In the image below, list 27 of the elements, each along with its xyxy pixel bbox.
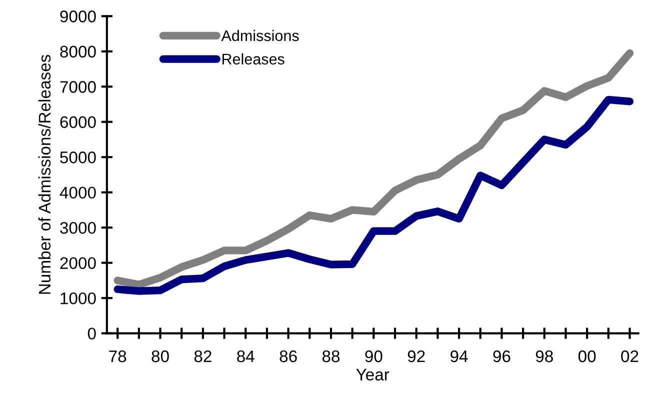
x-axis-title: Year bbox=[356, 368, 390, 381]
x-tick-label: 94 bbox=[450, 350, 468, 362]
y-tick-label: 4000 bbox=[60, 186, 96, 199]
x-tick-label: 80 bbox=[152, 350, 169, 362]
x-tick-label: 92 bbox=[408, 350, 425, 362]
x-tick-label: 88 bbox=[322, 350, 340, 362]
y-tick-label: 9000 bbox=[60, 10, 96, 22]
x-tick-label: 86 bbox=[280, 350, 297, 362]
x-tick-label: 90 bbox=[365, 350, 382, 362]
y-axis-title: Number of Admissions/Releases bbox=[38, 54, 51, 294]
y-tick-label: 3000 bbox=[60, 222, 96, 234]
x-tick-label: 98 bbox=[536, 350, 553, 362]
x-tick-label: 00 bbox=[578, 350, 596, 362]
y-tick-label: 8000 bbox=[60, 46, 96, 58]
x-tick-label: 84 bbox=[237, 350, 254, 362]
y-tick-label: 7000 bbox=[60, 81, 96, 93]
x-tick-label: 96 bbox=[493, 350, 510, 362]
y-tick-label: 0 bbox=[88, 328, 96, 340]
y-tick-label: 2000 bbox=[60, 257, 96, 270]
y-tick-label: 5000 bbox=[60, 152, 96, 164]
x-tick-label: 82 bbox=[194, 350, 212, 362]
x-tick-label: 02 bbox=[621, 350, 638, 362]
y-tick-label: 1000 bbox=[60, 292, 96, 304]
legend-label: Releases bbox=[222, 53, 284, 65]
x-tick-label: 78 bbox=[109, 350, 126, 362]
legend-label: Admissions bbox=[221, 30, 299, 42]
y-tick-label: 6000 bbox=[60, 116, 96, 128]
